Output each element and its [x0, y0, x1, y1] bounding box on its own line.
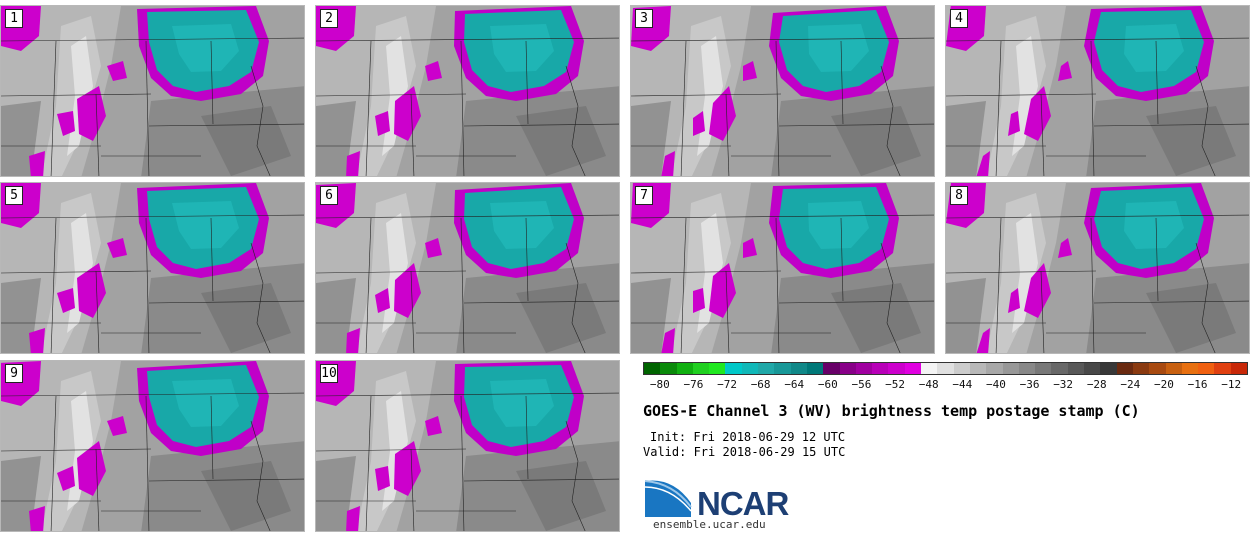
- colorbar-swatch: [1100, 363, 1117, 374]
- colorbar-swatch: [872, 363, 889, 374]
- colorbar-tick-label: −52: [885, 378, 906, 391]
- panel-number-label: 10: [320, 364, 338, 383]
- colorbar-tick-label: −64: [784, 378, 805, 391]
- logo-text: NCAR: [697, 485, 789, 522]
- panel-number-label: 5: [5, 186, 23, 205]
- colorbar-swatch: [1084, 363, 1101, 374]
- colorbar-swatch: [1067, 363, 1085, 374]
- colorbar-swatch: [1018, 363, 1036, 374]
- colorbar-swatch: [1051, 363, 1068, 374]
- colorbar-swatch: [1198, 363, 1215, 374]
- colorbar-tick-label: −76: [683, 378, 704, 391]
- map-panel: 7: [630, 182, 935, 354]
- wv-map: [946, 6, 1249, 176]
- colorbar: [643, 362, 1248, 375]
- colorbar-swatch: [1230, 363, 1247, 374]
- colorbar-tick-label: −60: [817, 378, 838, 391]
- wv-map: [631, 6, 934, 176]
- colorbar-swatch: [1181, 363, 1199, 374]
- colorbar-swatch: [1165, 363, 1182, 374]
- init-time: Init: Fri 2018-06-29 12 UTC: [650, 430, 846, 444]
- panel-number-label: 6: [320, 186, 338, 205]
- colorbar-swatch: [839, 363, 856, 374]
- wv-map: [316, 6, 619, 176]
- wv-map: [1, 183, 304, 353]
- map-panel: 2: [315, 5, 620, 177]
- colorbar-swatch: [758, 363, 775, 374]
- colorbar-swatch: [1035, 363, 1052, 374]
- colorbar-swatch: [644, 363, 661, 374]
- colorbar-swatch: [823, 363, 840, 374]
- colorbar-swatch: [1149, 363, 1166, 374]
- colorbar-swatch: [937, 363, 954, 374]
- valid-time: Valid: Fri 2018-06-29 15 UTC: [643, 445, 846, 459]
- colorbar-tick-label: −44: [952, 378, 973, 391]
- map-panel: 3: [630, 5, 935, 177]
- colorbar-swatch: [904, 363, 922, 374]
- colorbar-swatch: [888, 363, 905, 374]
- panel-number-label: 4: [950, 9, 968, 28]
- colorbar-tick-label: −20: [1154, 378, 1174, 391]
- colorbar-tick-label: −28: [1086, 378, 1107, 391]
- colorbar-swatch: [774, 363, 791, 374]
- map-panel: 6: [315, 182, 620, 354]
- colorbar-tick-label: −24: [1120, 378, 1141, 391]
- colorbar-tick-label: −40: [985, 378, 1006, 391]
- map-panel: 9: [0, 360, 305, 532]
- colorbar-swatch: [806, 363, 824, 374]
- panel-number-label: 2: [320, 9, 338, 28]
- map-panel: 4: [945, 5, 1250, 177]
- colorbar-tick-label: −48: [918, 378, 939, 391]
- colorbar-tick-label: −16: [1187, 378, 1208, 391]
- colorbar-swatch: [660, 363, 677, 374]
- ncar-logo-icon: [644, 480, 692, 517]
- colorbar-ticks: −80 −76 −72 −68 −64 −60 −56 −52 −48 −44 −40 −36 −32−…: [643, 378, 1248, 392]
- wv-map: [1, 361, 304, 531]
- colorbar-tick-label: −56: [851, 378, 872, 391]
- colorbar-swatch: [709, 363, 726, 374]
- map-panel: 5: [0, 182, 305, 354]
- colorbar-tick-label: −72: [717, 378, 737, 391]
- colorbar-tick-label: −80: [649, 378, 670, 391]
- colorbar-swatch: [692, 363, 710, 374]
- wv-map: [316, 183, 619, 353]
- map-panel: 8: [945, 182, 1250, 354]
- panel-number-label: 1: [5, 9, 23, 28]
- figure-title: GOES-E Channel 3 (WV) brightness temp po…: [643, 402, 1140, 420]
- logo-url: ensemble.ucar.edu: [653, 518, 766, 531]
- colorbar-swatch: [969, 363, 987, 374]
- colorbar-swatch: [676, 363, 693, 374]
- wv-map: [631, 183, 934, 353]
- colorbar-swatch: [986, 363, 1003, 374]
- colorbar-swatch: [1132, 363, 1150, 374]
- panel-number-label: 9: [5, 364, 23, 383]
- colorbar-swatch: [1214, 363, 1231, 374]
- map-panel: 1: [0, 5, 305, 177]
- wv-map: [316, 361, 619, 531]
- colorbar-swatch: [1002, 363, 1019, 374]
- colorbar-tick-label: −36: [1019, 378, 1040, 391]
- colorbar-swatch: [855, 363, 873, 374]
- colorbar-tick-label: −68: [750, 378, 771, 391]
- colorbar-swatch: [1116, 363, 1133, 374]
- panel-number-label: 3: [635, 9, 653, 28]
- panel-number-label: 7: [635, 186, 653, 205]
- wv-map: [1, 6, 304, 176]
- colorbar-swatch: [921, 363, 938, 374]
- panel-number-label: 8: [950, 186, 968, 205]
- colorbar-swatch: [741, 363, 759, 374]
- colorbar-tick-label: −32: [1053, 378, 1074, 391]
- colorbar-swatch: [725, 363, 742, 374]
- colorbar-swatch: [953, 363, 970, 374]
- colorbar-swatch: [790, 363, 807, 374]
- map-panel: 10: [315, 360, 620, 532]
- colorbar-tick-label: −12: [1221, 378, 1242, 391]
- wv-map: [946, 183, 1249, 353]
